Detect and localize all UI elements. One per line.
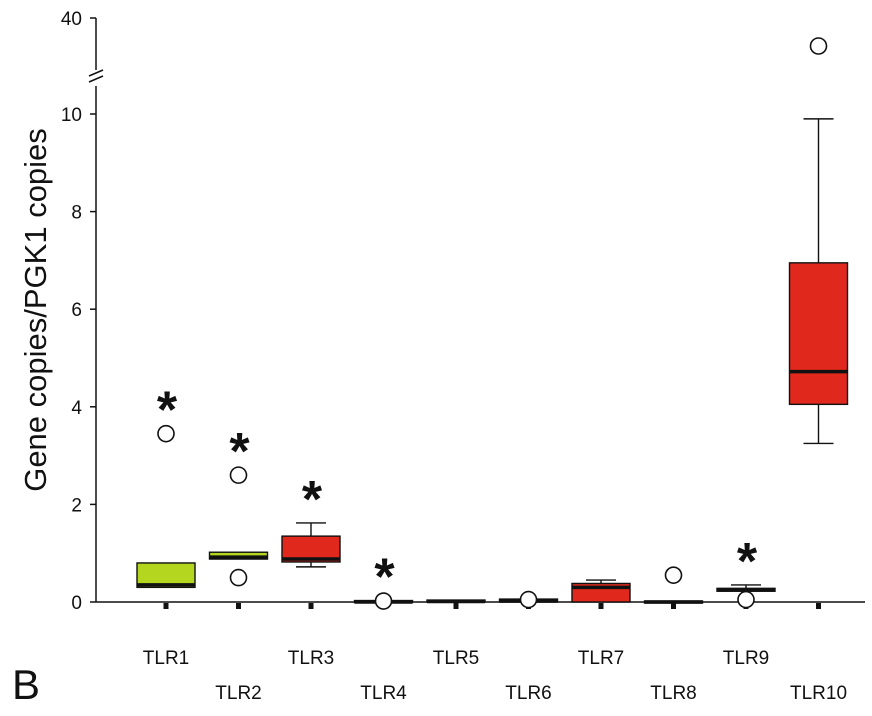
outlier-point: [229, 568, 248, 587]
significance-asterisk: *: [229, 423, 250, 481]
y-tick-label: 10: [61, 105, 82, 126]
x-tick-label: TLR8: [650, 683, 696, 704]
box-tlr1: *: [136, 382, 196, 609]
box-tlr3: *: [281, 471, 341, 609]
outlier-point: [229, 466, 248, 484]
significance-asterisk: *: [157, 382, 178, 440]
panel-letter: B: [12, 661, 41, 708]
box-iqr: [788, 262, 849, 406]
box-series: * * * * *: [136, 37, 849, 610]
chart-axes: [88, 18, 865, 603]
outlier-point: [664, 566, 683, 584]
x-tick-label: TLR6: [505, 683, 551, 704]
box-tlr8: [643, 566, 704, 609]
x-tick-label: TLR5: [433, 648, 479, 669]
x-tick: [236, 603, 241, 609]
y-axis-label: Gene copies/PGK1 copies: [18, 128, 53, 492]
outlier-point: [519, 590, 538, 609]
y-tick-label: 8: [71, 203, 82, 224]
outlier-point: [809, 37, 828, 55]
box-tlr2: *: [208, 423, 269, 609]
y-tick-label: 4: [71, 398, 82, 419]
y-tick-label: 0: [71, 593, 82, 614]
x-tick-label: TLR3: [288, 648, 334, 669]
x-tick: [308, 603, 314, 609]
box-tlr7: [571, 579, 631, 609]
y-tick-label: 40: [61, 9, 82, 30]
x-tick-label: TLR2: [215, 683, 261, 704]
significance-asterisk: *: [302, 471, 323, 529]
y-tick-label: 6: [71, 300, 82, 321]
box-tlr9: *: [716, 533, 776, 609]
significance-asterisk: *: [737, 533, 758, 591]
x-tick: [598, 603, 604, 609]
x-tick-label: TLR7: [578, 648, 624, 669]
x-tick-label: TLR9: [723, 648, 769, 669]
y-tick-label: 2: [71, 495, 82, 516]
outlier-point: [157, 424, 175, 443]
x-tick: [671, 603, 676, 609]
x-tick-label: TLR4: [360, 683, 407, 704]
outlier-point: [374, 592, 393, 610]
y-ticks: 0 2 4 6 8 10 40: [61, 9, 96, 614]
box-tlr6: [498, 590, 559, 609]
box-tlr10: [788, 37, 849, 609]
outlier-point: [737, 590, 755, 609]
x-tick-label: TLR10: [790, 683, 847, 704]
significance-asterisk: *: [374, 549, 395, 607]
x-tick: [163, 603, 169, 609]
axis-break-mark: [88, 75, 104, 83]
box-tlr4: *: [353, 549, 414, 610]
box-tlr5: [426, 599, 486, 609]
x-tick-labels: TLR1 TLR2 TLR3 TLR4 TLR5 TLR6 TLR7 TLR8 TLR9 TLR1…: [143, 648, 847, 704]
x-tick: [816, 603, 821, 609]
axis-break-mark: [88, 69, 104, 77]
x-tick-label: TLR1: [143, 648, 189, 669]
x-tick: [453, 603, 459, 609]
